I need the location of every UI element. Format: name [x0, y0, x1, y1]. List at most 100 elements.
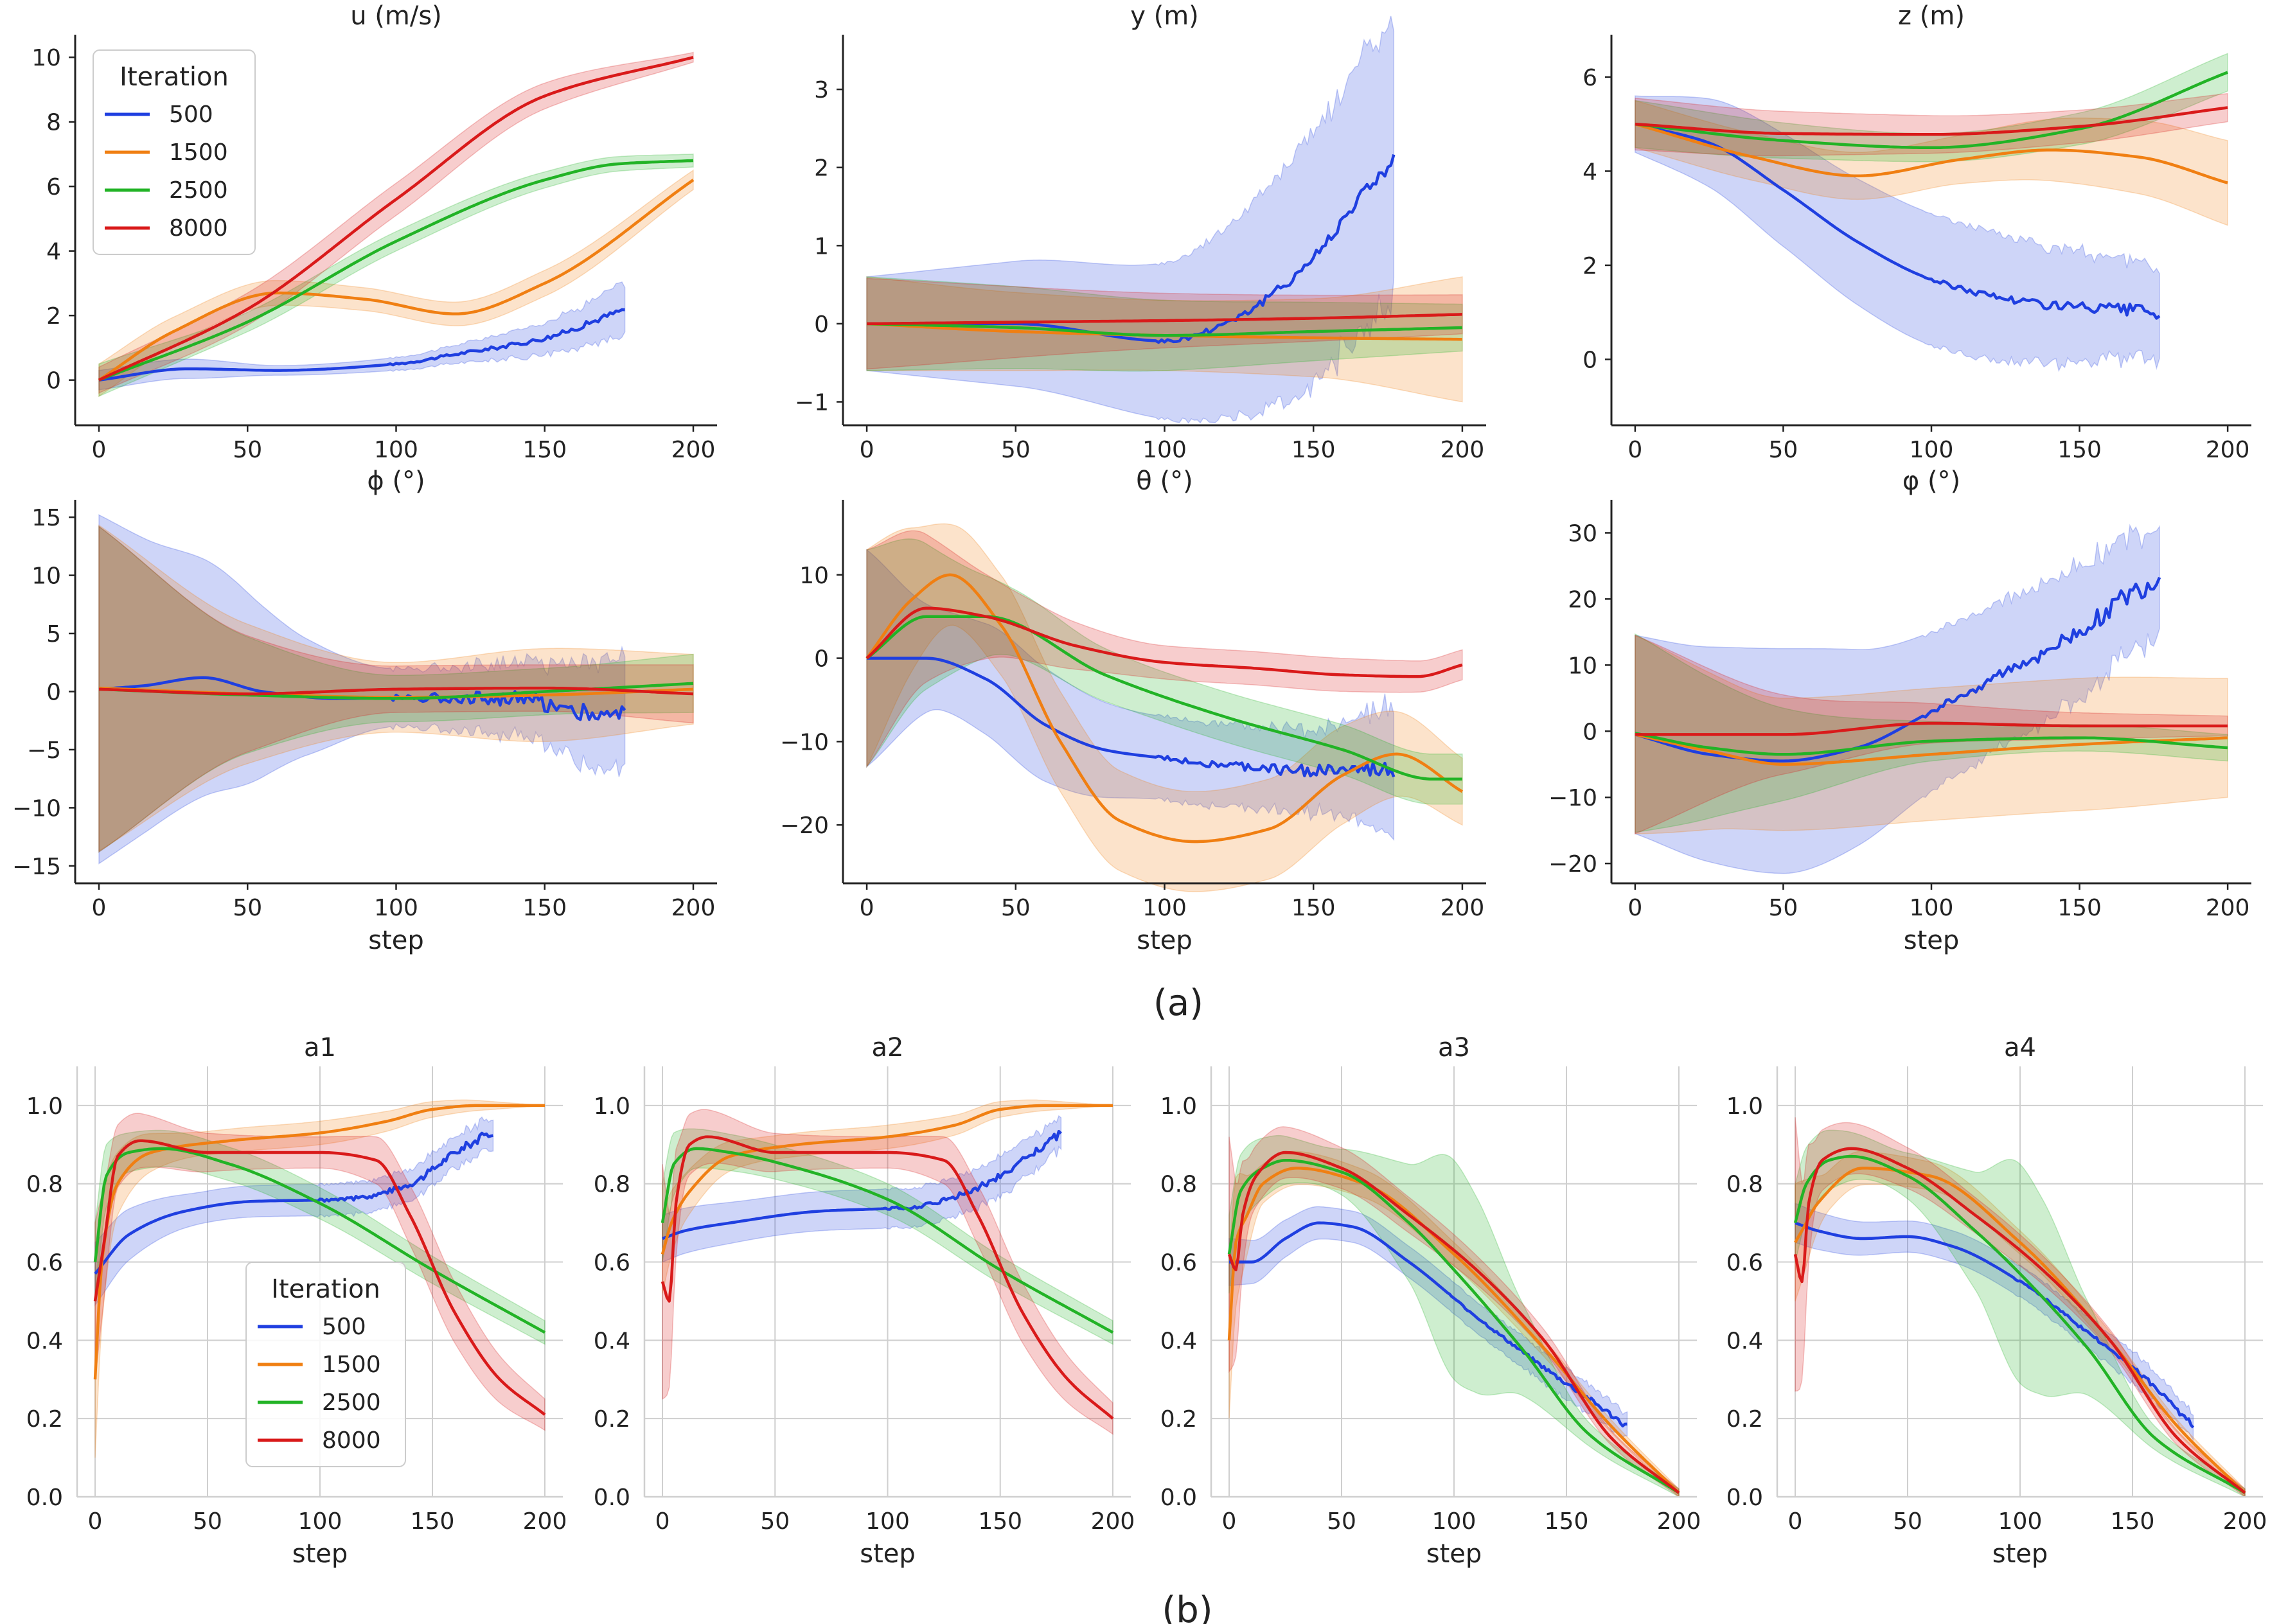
x-tick-label: 200 — [2206, 437, 2250, 463]
y-tick-label: 2 — [46, 303, 61, 330]
y-tick-label: −1 — [795, 390, 829, 416]
legend-box — [93, 49, 256, 255]
x-tick-label: 100 — [1998, 1508, 2043, 1535]
axes: 0 50 100 150 200 0.0 0.2 0.4 0.6 0.8 1.0 — [1726, 1066, 2267, 1535]
y-tick-label: 0.0 — [1726, 1485, 1763, 1511]
y-tick-label: 4 — [1583, 159, 1597, 185]
y-tick-label: 2 — [814, 155, 829, 182]
x-tick-label: 50 — [1327, 1508, 1356, 1535]
line-series-8000 — [98, 56, 694, 382]
band-series-8000 — [662, 1109, 1113, 1435]
x-tick-label: 0 — [1627, 895, 1642, 921]
y-tick-label: −10 — [780, 729, 829, 755]
line-series-1500 — [865, 573, 1464, 843]
y-tick-label: 10 — [31, 45, 61, 71]
x-tick-label: 200 — [671, 895, 716, 921]
x-tick-label: 150 — [978, 1508, 1022, 1535]
axes: 0 50 100 150 200 0 2 4 6 — [1583, 35, 2251, 463]
axes: 0 50 100 150 200 0.0 0.2 0.4 0.6 0.8 1.0 — [26, 1066, 567, 1535]
y-tick-label: 0.4 — [26, 1328, 63, 1354]
band-series-1500 — [866, 523, 1463, 892]
y-tick-label: 6 — [1583, 65, 1597, 91]
axes: 0 50 100 150 200 0 2 4 6 8 10 — [31, 35, 717, 463]
x-tick-label: 150 — [411, 1508, 455, 1535]
y-tick-label: 5 — [46, 621, 61, 648]
band-series-1500 — [98, 169, 694, 398]
x-tick-label: 0 — [860, 437, 874, 463]
band-series-500 — [1635, 95, 2160, 373]
y-tick-label: 2 — [1583, 253, 1597, 279]
x-tick-label: 0 — [1222, 1508, 1237, 1535]
series-lines — [1635, 71, 2228, 320]
panel-title: a1 — [304, 1033, 336, 1063]
panel-theta: 0 50 100 150 200 −20 −10 0 10 θ (°) step — [780, 466, 1486, 955]
line-series-500 — [98, 308, 625, 382]
band-series-2500 — [866, 276, 1463, 372]
x-tick-label: 50 — [760, 1508, 790, 1535]
legend-label-500: 500 — [322, 1314, 366, 1340]
x-tick-label: 200 — [1657, 1508, 1701, 1535]
x-tick-label: 100 — [865, 1508, 910, 1535]
line-series-2500 — [93, 1147, 546, 1334]
panel-title: a4 — [2004, 1033, 2036, 1063]
band-series-1500 — [866, 276, 1463, 403]
y-tick-label: 1.0 — [594, 1093, 630, 1120]
y-tick-label: 0.4 — [1160, 1328, 1197, 1354]
line-series-500 — [1635, 577, 2161, 763]
line-series-2500 — [661, 1147, 1114, 1334]
series-lines — [865, 573, 1464, 843]
panel-title: φ (°) — [1902, 466, 1960, 496]
x-tick-label: 100 — [1910, 437, 1954, 463]
x-tick-label: 50 — [193, 1508, 222, 1535]
line-series-1500 — [98, 179, 695, 382]
legend-title: Iteration — [271, 1275, 380, 1304]
line-series-2500 — [1635, 732, 2228, 756]
x-tick-label: 150 — [2057, 895, 2102, 921]
legend: Iteration 500 1500 2500 8000 — [93, 49, 256, 255]
y-tick-label: 0 — [814, 646, 829, 673]
y-tick-label: 1.0 — [26, 1093, 63, 1120]
band-series-500 — [1635, 524, 2160, 874]
panel-a2: 0 50 100 150 200 0.0 0.2 0.4 0.6 0.8 1.0 a2 step — [594, 1033, 1135, 1569]
y-tick-label: 1.0 — [1160, 1093, 1197, 1120]
band-series-500 — [662, 1115, 1062, 1263]
axes: 0 50 100 150 200 0.0 0.2 0.4 0.6 0.8 1.0 — [594, 1066, 1135, 1535]
legend-label-2500: 2500 — [322, 1390, 381, 1416]
panel-title: θ (°) — [1136, 466, 1193, 496]
y-tick-label: −10 — [12, 795, 61, 822]
x-tick-label: 200 — [523, 1508, 567, 1535]
y-tick-label: 30 — [1568, 520, 1597, 547]
line-series-500 — [867, 657, 1396, 778]
panel-phi: 0 50 100 150 200 −15 −10 −5 0 5 10 15 ϕ (°) step — [12, 466, 717, 955]
band-series-2500 — [1635, 633, 2228, 833]
x-axis-label: step — [368, 926, 424, 955]
series-lines — [98, 56, 695, 382]
y-tick-label: 1 — [814, 233, 829, 260]
line-series-8000 — [1635, 106, 2228, 136]
y-tick-label: 0.8 — [26, 1172, 63, 1198]
line-series-1500 — [1794, 1167, 2246, 1494]
panel-u: 0 50 100 150 200 0 2 4 6 8 10 u (m/s) Iteration 500 15… — [31, 1, 717, 463]
y-tick-label: 0.8 — [594, 1172, 630, 1198]
x-tick-label: 200 — [2206, 895, 2250, 921]
y-tick-label: 4 — [46, 239, 61, 265]
band-series-500 — [98, 281, 626, 391]
band-series-1500 — [1635, 634, 2228, 834]
series-lines — [98, 676, 694, 721]
x-tick-label: 200 — [671, 437, 716, 463]
panel-title: ϕ (°) — [367, 466, 425, 496]
band-series-8000 — [866, 278, 1463, 370]
y-tick-label: 0.0 — [1160, 1485, 1197, 1511]
y-tick-label: 10 — [1568, 653, 1597, 679]
legend-box — [245, 1262, 406, 1467]
series-lines — [1793, 1147, 2246, 1494]
line-series-8000 — [93, 1139, 546, 1416]
x-tick-label: 100 — [374, 895, 418, 921]
axes: 0 50 100 150 200 −20 −10 0 10 20 30 — [1548, 500, 2251, 921]
series-lines — [1635, 577, 2228, 766]
x-tick-label: 150 — [1545, 1508, 1589, 1535]
legend-label-8000: 8000 — [169, 215, 228, 242]
panel-a1: 0 50 100 150 200 0.0 0.2 0.4 0.6 0.8 1.0 a1 step Iter… — [26, 1033, 567, 1569]
y-tick-label: 0.6 — [26, 1250, 63, 1276]
